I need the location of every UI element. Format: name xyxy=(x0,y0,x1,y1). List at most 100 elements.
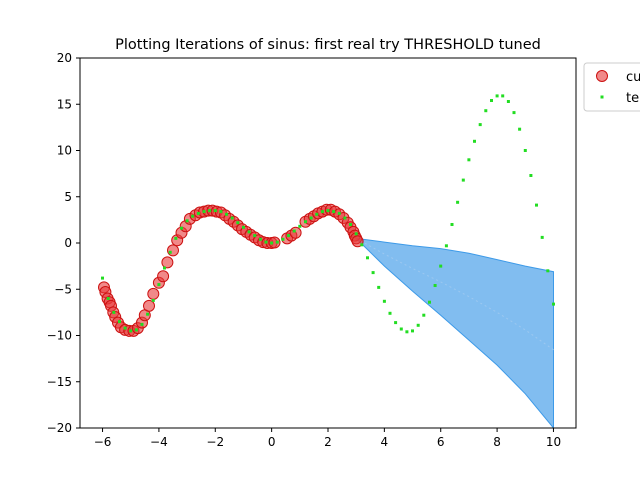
x-tick-label: 2 xyxy=(324,435,332,449)
x-tick-label: 10 xyxy=(546,435,561,449)
te-point xyxy=(320,210,324,214)
y-tick-label: 10 xyxy=(57,144,72,158)
y-axis: −20 −15 −10 −5 0 5 10 15 20 xyxy=(47,51,80,435)
te-point xyxy=(512,111,516,115)
te-point xyxy=(467,158,471,162)
x-tick-label: −6 xyxy=(94,435,112,449)
te-point xyxy=(529,174,533,177)
te-point xyxy=(332,210,336,214)
te-point xyxy=(343,216,347,220)
y-tick-label: 15 xyxy=(57,97,72,111)
te-point xyxy=(219,210,223,214)
x-tick-label: 4 xyxy=(381,435,389,449)
te-point xyxy=(134,328,138,332)
x-tick-label: −4 xyxy=(150,435,168,449)
te-point xyxy=(213,209,217,213)
band-mean-line xyxy=(355,237,554,351)
te-point xyxy=(112,310,116,314)
y-tick-label: 5 xyxy=(64,190,72,204)
te-point xyxy=(253,234,257,238)
te-point xyxy=(450,223,454,226)
x-tick-label: 0 xyxy=(268,435,276,449)
te-point xyxy=(490,99,493,102)
te-point xyxy=(157,283,161,287)
te-point xyxy=(349,223,352,226)
x-tick-label: −2 xyxy=(206,435,224,449)
te-point xyxy=(101,276,104,280)
legend-label-te: te xyxy=(626,91,639,106)
te-point xyxy=(236,221,240,225)
te-point xyxy=(146,312,150,316)
te-point xyxy=(354,232,358,236)
te-point xyxy=(422,313,426,317)
te-point xyxy=(304,220,307,224)
cu-point xyxy=(157,270,170,283)
te-point xyxy=(484,109,488,113)
te-point xyxy=(382,299,386,303)
te-point xyxy=(540,235,544,239)
te-point xyxy=(202,210,206,214)
x-tick-label: 6 xyxy=(437,435,445,449)
te-point xyxy=(270,241,274,245)
te-point xyxy=(275,240,279,244)
cu-point xyxy=(147,287,160,300)
y-tick-label: −5 xyxy=(54,282,72,296)
te-point xyxy=(230,216,234,220)
te-point xyxy=(242,225,245,229)
te-point xyxy=(247,230,251,234)
te-point xyxy=(174,236,178,240)
te-point xyxy=(456,200,460,204)
te-point xyxy=(552,302,555,306)
te-point xyxy=(225,212,228,216)
te-point xyxy=(428,300,431,304)
te-point xyxy=(478,123,482,127)
te-point xyxy=(258,237,262,241)
te-point xyxy=(191,214,195,218)
te-point xyxy=(208,209,212,213)
cu-point xyxy=(167,244,179,257)
te-point xyxy=(287,234,290,238)
te-point xyxy=(523,149,527,152)
te-point xyxy=(196,211,200,215)
te-point xyxy=(433,284,437,287)
axes-frame xyxy=(79,57,577,429)
te-point xyxy=(118,320,121,324)
te-point xyxy=(180,226,183,230)
te-point xyxy=(506,100,510,103)
te-point xyxy=(309,216,313,220)
te-point xyxy=(106,297,110,300)
te-point xyxy=(123,326,127,330)
te-point xyxy=(461,178,465,182)
y-tick-label: −20 xyxy=(47,421,72,435)
chart-title: Plotting Iterations of sinus: first real… xyxy=(115,37,541,53)
te-point xyxy=(546,269,550,273)
y-tick-label: 0 xyxy=(64,236,72,250)
y-tick-label: −15 xyxy=(47,375,72,389)
te-point xyxy=(501,94,505,98)
te-point xyxy=(399,327,403,331)
te-point xyxy=(377,285,381,289)
te-point xyxy=(264,240,268,244)
te-point xyxy=(388,311,392,315)
te-point xyxy=(360,243,364,247)
te-point xyxy=(140,322,144,326)
te-point xyxy=(281,237,285,241)
cu-point xyxy=(161,256,174,269)
plot-area xyxy=(98,94,555,428)
te-point xyxy=(326,209,330,213)
cu-point xyxy=(143,299,155,312)
te-point xyxy=(129,329,133,333)
cu-point xyxy=(268,236,281,249)
y-tick-label: −10 xyxy=(47,329,72,343)
te-point xyxy=(366,256,369,260)
te-point xyxy=(298,224,302,228)
te-point xyxy=(394,321,398,325)
legend-marker-cu xyxy=(596,70,608,82)
te-point xyxy=(292,229,296,233)
te-point xyxy=(535,203,538,207)
x-axis: −6 −4 −2 0 2 4 6 8 10 xyxy=(94,428,561,449)
cu-point xyxy=(289,226,302,239)
legend-marker-te xyxy=(600,95,604,99)
te-point xyxy=(337,211,341,215)
te-point xyxy=(444,244,448,248)
